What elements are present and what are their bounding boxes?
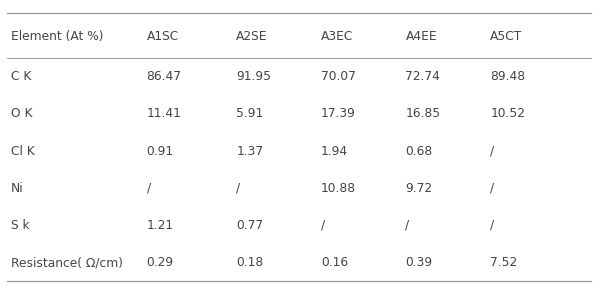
Text: /: /: [236, 182, 240, 195]
Text: 0.77: 0.77: [236, 219, 263, 232]
Text: /: /: [490, 219, 495, 232]
Text: Element (At %): Element (At %): [11, 30, 103, 43]
Text: Ni: Ni: [11, 182, 23, 195]
Text: A5CT: A5CT: [490, 30, 523, 43]
Text: 1.94: 1.94: [321, 144, 348, 157]
Text: 1.21: 1.21: [147, 219, 173, 232]
Text: 0.91: 0.91: [147, 144, 173, 157]
Text: Cl K: Cl K: [11, 144, 35, 157]
Text: 0.16: 0.16: [321, 256, 348, 269]
Text: 86.47: 86.47: [147, 70, 182, 83]
Text: 10.88: 10.88: [321, 182, 356, 195]
Text: O K: O K: [11, 107, 32, 120]
Text: 5.91: 5.91: [236, 107, 264, 120]
Text: 1.37: 1.37: [236, 144, 263, 157]
Text: 91.95: 91.95: [236, 70, 271, 83]
Text: 17.39: 17.39: [321, 107, 356, 120]
Text: A4EE: A4EE: [405, 30, 437, 43]
Text: 10.52: 10.52: [490, 107, 526, 120]
Text: /: /: [490, 144, 495, 157]
Text: A2SE: A2SE: [236, 30, 268, 43]
Text: A3EC: A3EC: [321, 30, 353, 43]
Text: 0.18: 0.18: [236, 256, 264, 269]
Text: 9.72: 9.72: [405, 182, 432, 195]
Text: 0.39: 0.39: [405, 256, 432, 269]
Text: 0.68: 0.68: [405, 144, 433, 157]
Text: A1SC: A1SC: [147, 30, 179, 43]
Text: 89.48: 89.48: [490, 70, 526, 83]
Text: /: /: [490, 182, 495, 195]
Text: 72.74: 72.74: [405, 70, 440, 83]
Text: 11.41: 11.41: [147, 107, 181, 120]
Text: 16.85: 16.85: [405, 107, 441, 120]
Text: Resistance( Ω/cm): Resistance( Ω/cm): [11, 256, 123, 269]
Text: 0.29: 0.29: [147, 256, 173, 269]
Text: 70.07: 70.07: [321, 70, 356, 83]
Text: /: /: [321, 219, 325, 232]
Text: S k: S k: [11, 219, 29, 232]
Text: /: /: [147, 182, 151, 195]
Text: 7.52: 7.52: [490, 256, 518, 269]
Text: C K: C K: [11, 70, 31, 83]
Text: /: /: [405, 219, 410, 232]
